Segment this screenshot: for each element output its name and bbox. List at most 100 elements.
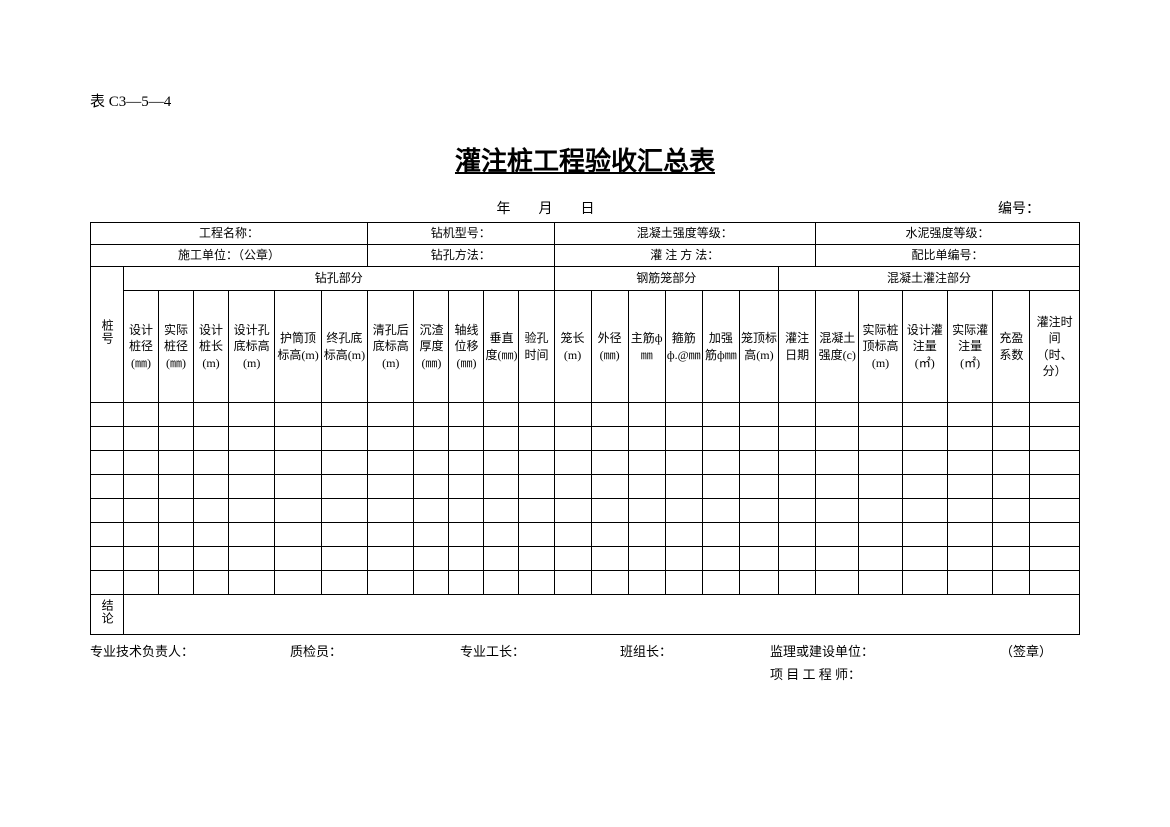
table-cell (947, 571, 992, 595)
table-cell (519, 475, 554, 499)
col-h-7: 沉渣厚度(㎜) (414, 291, 449, 403)
table-cell (859, 403, 902, 427)
table-cell (993, 499, 1030, 523)
table-cell (91, 571, 124, 595)
table-cell (554, 475, 591, 499)
section-concrete: 混凝土灌注部分 (779, 267, 1080, 291)
table-cell (158, 451, 193, 475)
table-cell (484, 523, 519, 547)
col-h-2: 设计桩长(m) (193, 291, 228, 403)
table-cell (449, 403, 484, 427)
section-header-row: 桩号 钻孔部分 钢筋笼部分 混凝土灌注部分 (91, 267, 1080, 291)
table-cell (993, 523, 1030, 547)
table-cell (414, 475, 449, 499)
table-cell (947, 403, 992, 427)
table-cell (193, 547, 228, 571)
col-h-22: 充盈系数 (993, 291, 1030, 403)
table-cell (816, 427, 859, 451)
table-cell (484, 451, 519, 475)
table-cell (554, 547, 591, 571)
table-cell (449, 547, 484, 571)
table-cell (993, 571, 1030, 595)
table-cell (484, 547, 519, 571)
table-row (91, 451, 1080, 475)
table-cell (554, 403, 591, 427)
table-cell (321, 451, 367, 475)
column-header-row: 设计桩径(㎜) 实际桩径(㎜) 设计桩长(m) 设计孔底标高(m) 护筒顶标高(… (91, 291, 1080, 403)
table-cell (91, 475, 124, 499)
table-cell (229, 523, 275, 547)
concrete-grade: 混凝土强度等级： (554, 223, 816, 245)
table-cell (519, 403, 554, 427)
table-cell (628, 499, 665, 523)
drill-model: 钻机型号： (368, 223, 554, 245)
col-h-6: 清孔后底标高(m) (368, 291, 414, 403)
footer-qc: 质检员： (290, 641, 460, 660)
table-cell (1030, 571, 1080, 595)
table-cell (449, 499, 484, 523)
table-cell (947, 451, 992, 475)
table-cell (158, 547, 193, 571)
table-cell (779, 571, 816, 595)
table-cell (1030, 403, 1080, 427)
conclusion-row: 结论 (91, 595, 1080, 635)
table-cell (414, 571, 449, 595)
table-cell (484, 499, 519, 523)
table-cell (665, 451, 702, 475)
table-row (91, 475, 1080, 499)
table-cell (947, 427, 992, 451)
table-cell (193, 427, 228, 451)
pour-method: 灌 注 方 法： (554, 245, 816, 267)
col-h-10: 验孔时间 (519, 291, 554, 403)
table-cell (519, 523, 554, 547)
table-cell (816, 499, 859, 523)
table-cell (1030, 499, 1080, 523)
table-cell (859, 499, 902, 523)
table-cell (702, 547, 739, 571)
serial-number-label: 编号： (635, 198, 1081, 218)
table-cell (739, 547, 778, 571)
table-cell (193, 523, 228, 547)
table-cell (193, 451, 228, 475)
table-cell (275, 403, 321, 427)
table-cell (902, 499, 947, 523)
table-cell (779, 427, 816, 451)
table-cell (275, 547, 321, 571)
table-cell (859, 451, 902, 475)
table-cell (1030, 451, 1080, 475)
date-field: 年 月 日 (90, 198, 635, 218)
table-cell (739, 475, 778, 499)
table-cell (321, 427, 367, 451)
col-h-17: 灌注日期 (779, 291, 816, 403)
col-h-11: 笼长(m) (554, 291, 591, 403)
table-cell (702, 475, 739, 499)
table-cell (484, 571, 519, 595)
table-cell (123, 475, 158, 499)
table-cell (702, 451, 739, 475)
table-cell (947, 499, 992, 523)
col-h-1: 实际桩径(㎜) (158, 291, 193, 403)
table-cell (591, 451, 628, 475)
table-cell (519, 571, 554, 595)
conclusion-label: 结论 (91, 595, 124, 635)
table-cell (591, 547, 628, 571)
col-h-19: 实际桩顶标高(m) (859, 291, 902, 403)
table-cell (414, 547, 449, 571)
table-cell (591, 403, 628, 427)
table-cell (1030, 547, 1080, 571)
table-cell (321, 475, 367, 499)
table-cell (519, 451, 554, 475)
table-cell (628, 451, 665, 475)
col-pile-no: 桩号 (91, 267, 124, 403)
table-cell (902, 523, 947, 547)
table-cell (275, 571, 321, 595)
table-cell (779, 547, 816, 571)
section-drill: 钻孔部分 (123, 267, 554, 291)
cement-grade: 水泥强度等级： (816, 223, 1080, 245)
table-cell (902, 403, 947, 427)
table-cell (859, 523, 902, 547)
table-cell (628, 547, 665, 571)
table-cell (739, 499, 778, 523)
table-cell (779, 451, 816, 475)
table-cell (816, 523, 859, 547)
